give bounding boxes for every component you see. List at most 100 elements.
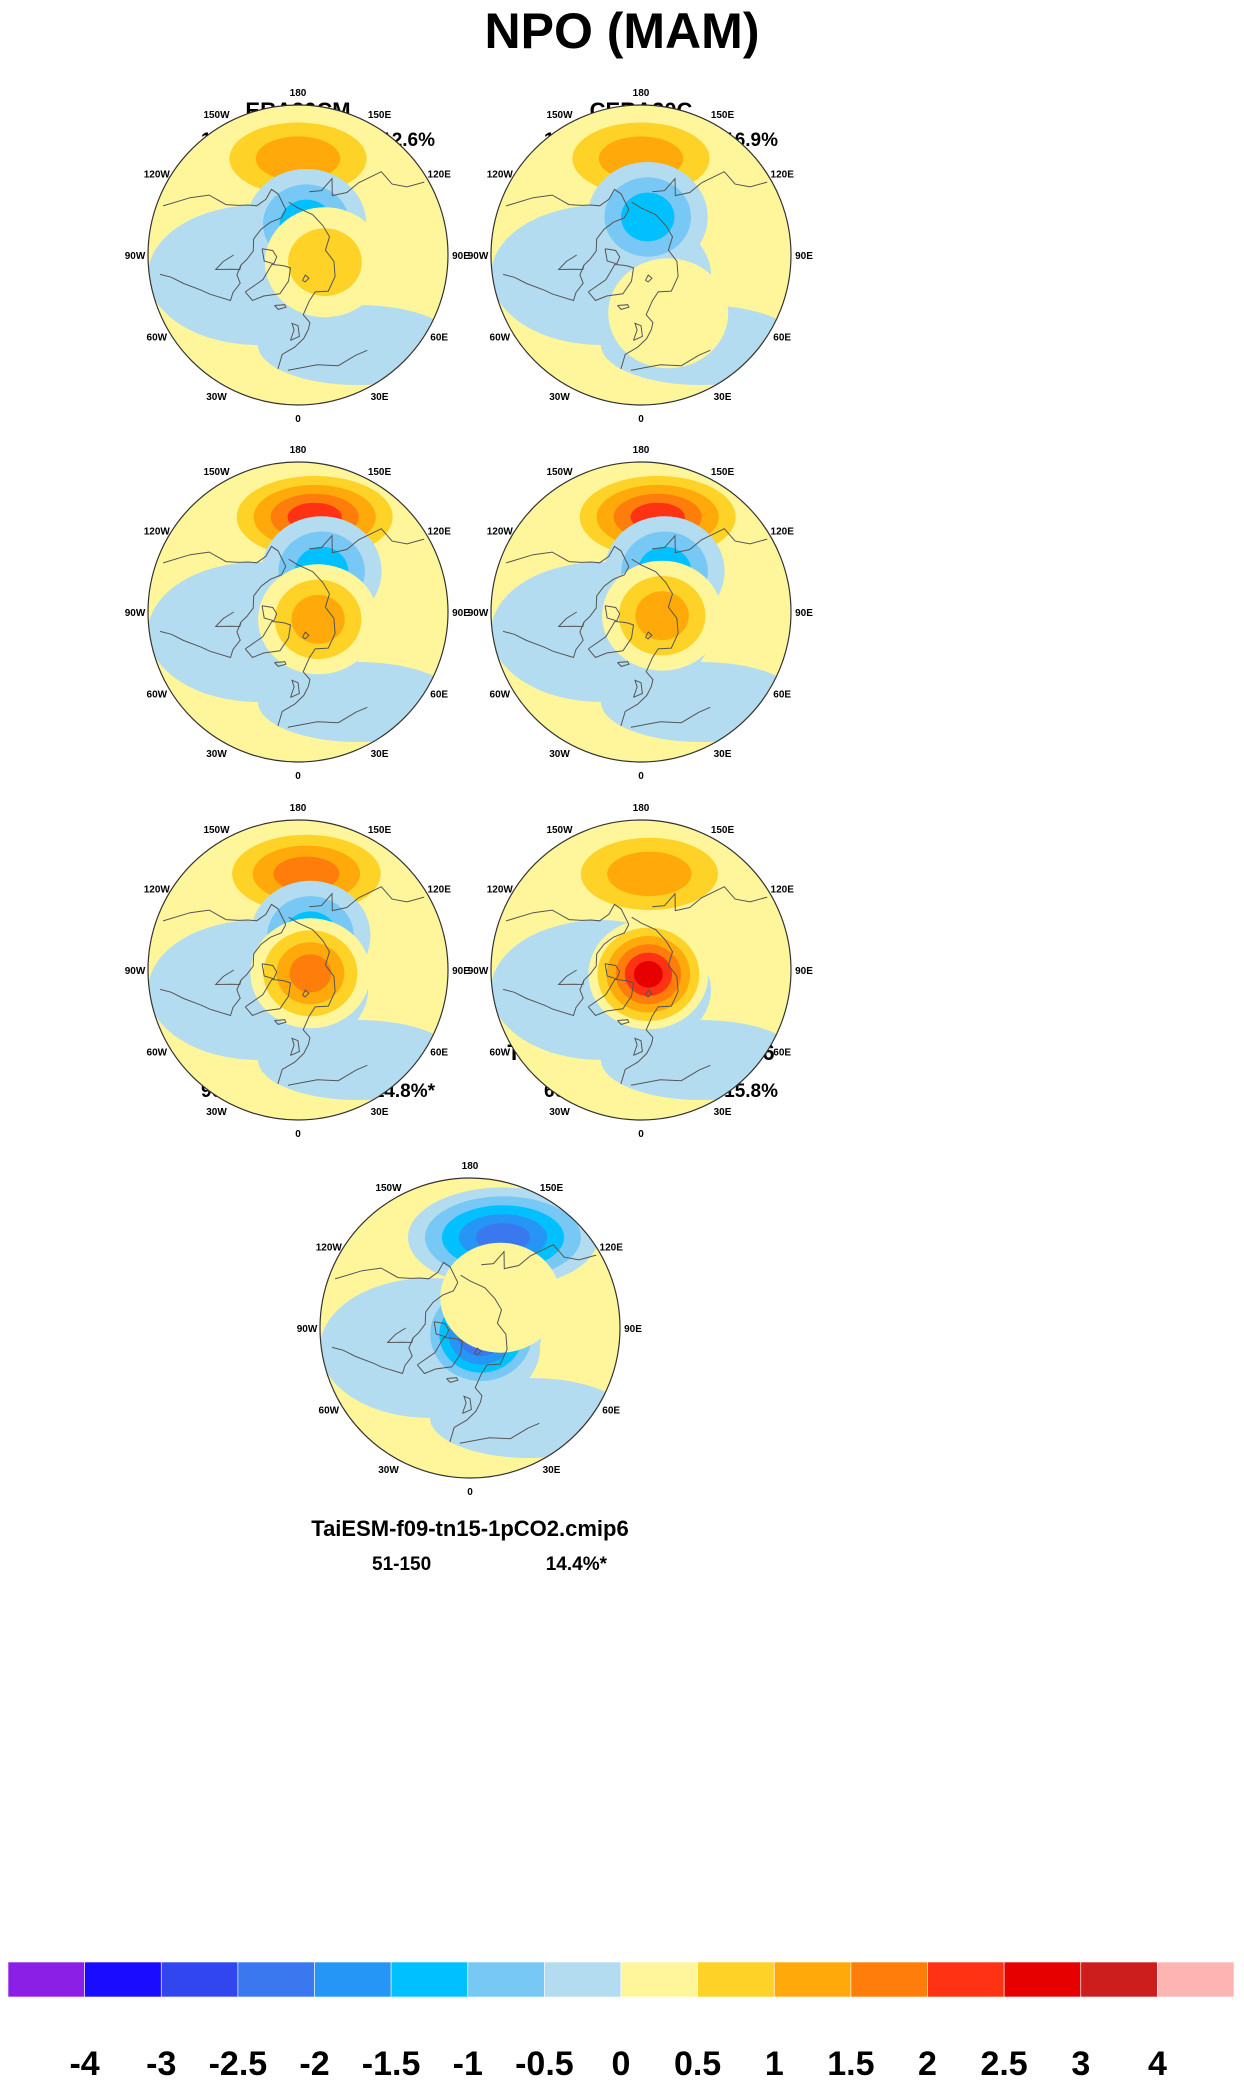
colorbar-tick-label: -0.5	[515, 2045, 574, 2082]
coastline	[334, 1261, 459, 1283]
longitude-label: 120W	[144, 885, 171, 896]
longitude-label: 180	[633, 445, 650, 456]
colorbar-swatch	[84, 1961, 162, 1998]
map-rim	[490, 819, 792, 1121]
longitude-label: 150E	[711, 467, 735, 478]
longitude-label: 90E	[795, 966, 813, 977]
longitude-label: 120W	[144, 527, 171, 538]
longitude-label: 150E	[711, 825, 735, 836]
panel-title: TaiESM-f09-tn15-1pCO2.cmip6	[311, 1516, 628, 1541]
coastline	[214, 611, 242, 628]
coastline	[287, 706, 368, 728]
longitude-label: 180	[290, 445, 307, 456]
coastline	[617, 304, 630, 310]
colorbar-swatch	[314, 1961, 392, 1998]
longitude-label: 150W	[203, 110, 230, 121]
colorbar-swatch	[773, 1961, 852, 1998]
longitude-label: 60W	[490, 333, 511, 344]
map-panel: CERA20C1920-200516.9%180150E120E90E60E30…	[468, 88, 814, 425]
coastline	[214, 254, 242, 271]
longitude-label: 120W	[487, 527, 514, 538]
coastline	[630, 706, 711, 728]
coastline	[244, 978, 292, 1017]
longitude-label: 90E	[452, 966, 470, 977]
longitude-label: 90W	[468, 608, 489, 619]
longitude-label: 150W	[546, 467, 573, 478]
colorbar-tick-label: -3	[146, 2045, 176, 2082]
coastline	[159, 209, 287, 302]
coastline	[244, 263, 292, 302]
negative-region	[430, 1378, 620, 1458]
longitude-label: 60E	[430, 1048, 448, 1059]
longitude-label: 60E	[773, 333, 791, 344]
longitude-label: 0	[467, 1487, 473, 1498]
longitude-label: 60W	[490, 690, 511, 701]
longitude-label: 180	[633, 803, 650, 814]
coastline	[505, 188, 630, 210]
colorbar-swatch	[697, 1961, 775, 1998]
coastline	[652, 528, 768, 554]
longitude-label: 150E	[711, 110, 735, 121]
coastline	[557, 969, 585, 986]
coastline	[557, 254, 585, 271]
colorbar-tick-label: 0	[612, 2045, 631, 2082]
negative-region	[601, 662, 791, 742]
coastline	[620, 558, 679, 727]
coastline	[159, 924, 287, 1017]
coastline	[261, 605, 278, 622]
coastline	[604, 605, 621, 622]
longitude-label: 120W	[487, 170, 514, 181]
longitude-label: 90E	[795, 608, 813, 619]
coastline	[481, 1244, 597, 1270]
longitude-label: 30W	[206, 392, 227, 403]
colorbar-tick-label: 4	[1148, 2045, 1167, 2082]
longitude-label: 120W	[144, 170, 171, 181]
map-field	[148, 820, 448, 1120]
high-anomaly-contour	[289, 954, 332, 993]
high-anomaly-contour	[607, 851, 692, 897]
colorbar-tick-label: 1	[765, 2045, 784, 2082]
longitude-label: 0	[295, 414, 301, 425]
longitude-label: 30E	[714, 392, 732, 403]
colorbar-tick-label: -1	[453, 2045, 483, 2082]
coastline	[557, 611, 585, 628]
coastline	[309, 886, 425, 912]
longitude-label: 60W	[319, 1406, 340, 1417]
high-anomaly-contour	[255, 136, 341, 181]
coastline	[474, 1347, 482, 1356]
coastline	[617, 661, 630, 667]
longitude-label: 150E	[368, 467, 392, 478]
high-anomaly-contour	[635, 591, 689, 641]
coastline	[505, 545, 630, 567]
longitude-label: 30E	[371, 392, 389, 403]
map-rim	[490, 461, 792, 763]
longitude-label: 60W	[147, 1048, 168, 1059]
coastline	[652, 886, 768, 912]
colorbar-tick-label: -1.5	[362, 2045, 421, 2082]
colorbar-swatch	[620, 1961, 698, 1998]
coastline	[162, 903, 287, 925]
longitude-label: 120E	[771, 885, 795, 896]
longitude-label: 30W	[378, 1465, 399, 1476]
coastline	[620, 916, 679, 1085]
longitude-label: 30W	[206, 749, 227, 760]
low-anomaly-contour	[621, 192, 675, 242]
map-rim	[147, 461, 449, 763]
longitude-label: 150W	[203, 825, 230, 836]
map-field	[148, 462, 448, 762]
longitude-label: 90E	[452, 251, 470, 262]
longitude-label: 0	[295, 771, 301, 782]
longitude-label: 30E	[543, 1465, 561, 1476]
coastline	[604, 963, 621, 980]
longitude-label: 150W	[375, 1183, 402, 1194]
coastline	[274, 661, 287, 667]
negative-region	[258, 305, 448, 385]
coastline	[290, 679, 300, 698]
longitude-label: 30E	[371, 1107, 389, 1118]
coastline	[449, 1274, 508, 1443]
negative-region	[258, 662, 448, 742]
map-panel: TaiESM-f09-tn15901-100014.8%*180150E120E…	[125, 803, 471, 1140]
longitude-label: 90W	[468, 251, 489, 262]
coastline	[502, 209, 630, 302]
